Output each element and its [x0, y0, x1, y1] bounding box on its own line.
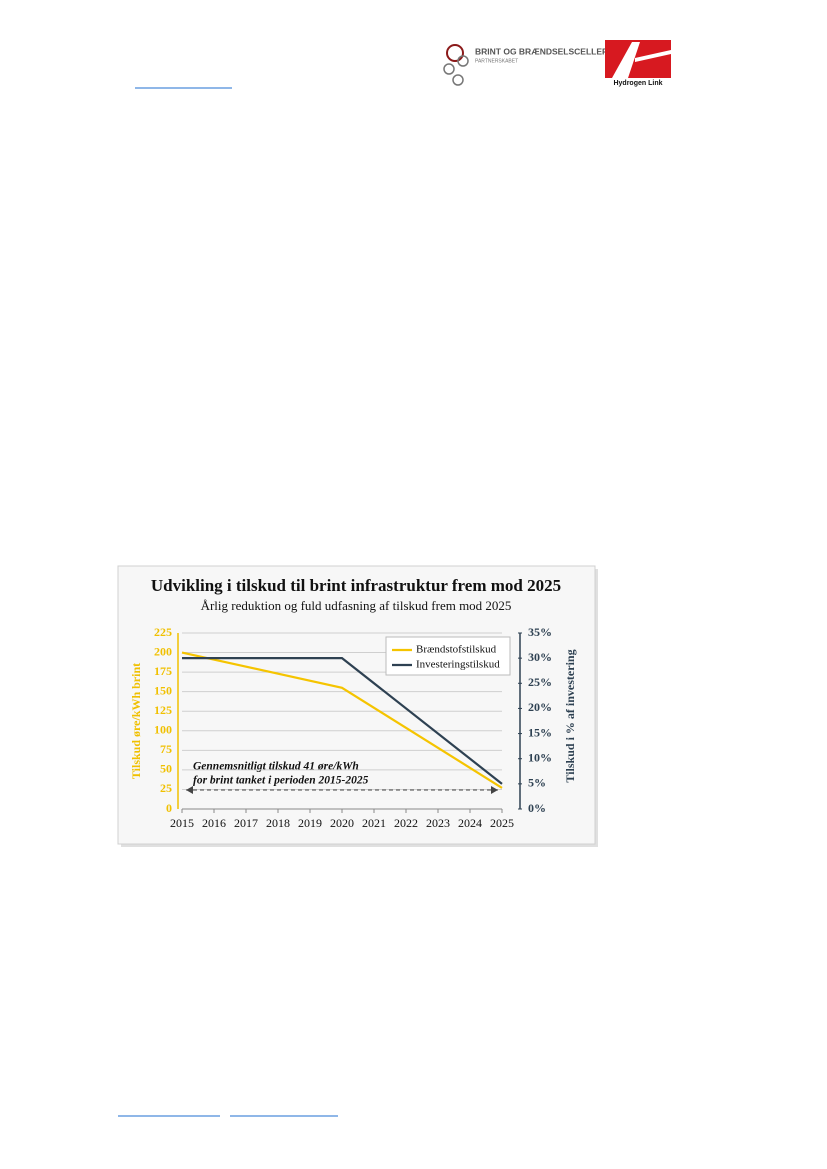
logo-text: Hydrogen Link	[613, 80, 662, 87]
chart: Udvikling i tilskud til brint infrastruk…	[117, 565, 598, 847]
annotation: Gennemsnitligt tilskud 41 øre/kWh	[193, 761, 359, 773]
y2-tick-label: 10%	[528, 750, 552, 764]
x-tick-label: 2015	[170, 816, 194, 830]
y2-tick-label: 35%	[528, 625, 552, 639]
y-tick-label: 200	[154, 644, 172, 658]
logo-partnerskabet: BRINT OG BRÆNDSELSCELLER PARTNERSKABET	[443, 44, 608, 86]
y-tick-label: 125	[154, 703, 172, 717]
y-tick-label: 225	[154, 625, 172, 639]
y2-tick-label: 0%	[528, 801, 546, 815]
x-tick-label: 2017	[234, 816, 258, 830]
y2-tick-label: 25%	[528, 675, 552, 689]
y-axis-label: Tilskud øre/kWh brint	[129, 663, 143, 779]
legend-label: Brændstofstilskud	[416, 644, 497, 656]
annotation: for brint tanket i perioden 2015-2025	[193, 775, 369, 787]
y2-tick-label: 15%	[528, 725, 552, 739]
chart-subtitle: Årlig reduktion og fuld udfasning af til…	[201, 598, 512, 613]
y2-tick-label: 20%	[528, 700, 552, 714]
y2-tick-label: 5%	[528, 776, 546, 790]
x-tick-label: 2025	[490, 816, 514, 830]
y-tick-label: 100	[154, 723, 172, 737]
x-tick-label: 2021	[362, 816, 386, 830]
y-tick-label: 0	[166, 801, 172, 815]
y-tick-label: 25	[160, 781, 172, 795]
x-tick-label: 2023	[426, 816, 450, 830]
logo-hydrogen-link: Hydrogen Link	[605, 40, 671, 87]
x-tick-label: 2022	[394, 816, 418, 830]
x-tick-label: 2018	[266, 816, 290, 830]
x-tick-label: 2016	[202, 816, 226, 830]
logo-subtitle: PARTNERSKABET	[475, 58, 518, 64]
logo-title: BRINT OG BRÆNDSELSCELLER	[475, 46, 608, 56]
y2-axis-label: Tilskud i % af investering	[563, 649, 577, 782]
chart-title: Udvikling i tilskud til brint infrastruk…	[151, 576, 561, 595]
series-line	[181, 651, 503, 789]
legend-label: Investeringstilskud	[416, 659, 500, 671]
y-tick-label: 75	[160, 742, 172, 756]
legend-box	[385, 636, 511, 676]
x-tick-label: 2020	[330, 816, 354, 830]
y-tick-label: 150	[154, 683, 172, 697]
y2-tick-label: 30%	[528, 650, 552, 664]
series-line	[182, 657, 503, 785]
y-tick-label: 175	[154, 664, 172, 678]
x-tick-label: 2024	[458, 816, 482, 830]
y-tick-label: 50	[160, 762, 172, 776]
x-tick-label: 2019	[298, 816, 322, 830]
